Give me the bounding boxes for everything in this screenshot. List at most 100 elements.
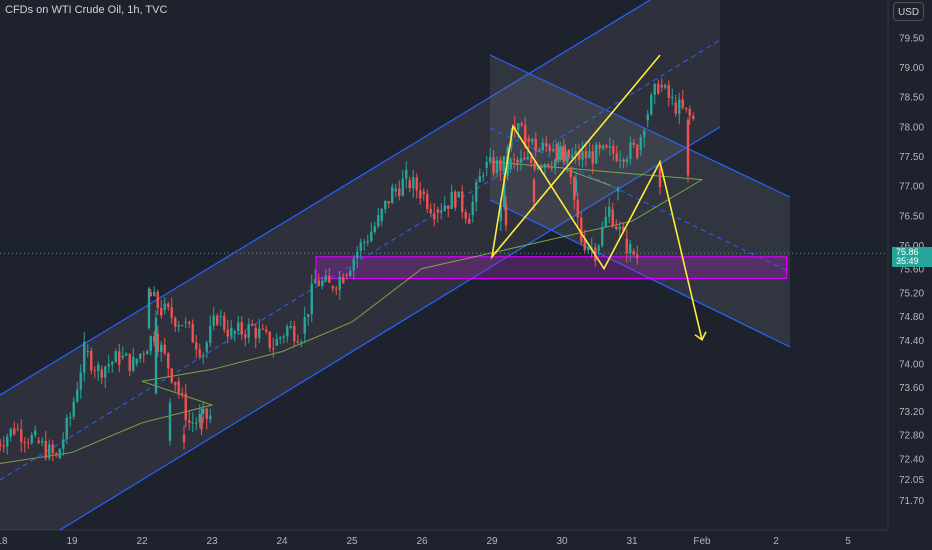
candle-body	[188, 321, 191, 324]
candle-body	[639, 137, 642, 151]
candle-body	[601, 226, 604, 246]
candle-body	[419, 190, 422, 199]
price-tick-label: 78.00	[899, 122, 924, 133]
candle-body	[352, 258, 355, 271]
candle-body	[625, 238, 628, 254]
candle-body	[692, 115, 695, 119]
candle-body	[366, 241, 369, 243]
candle-body	[408, 179, 411, 189]
price-tick-label: 72.80	[899, 431, 924, 442]
candle-body	[275, 338, 278, 346]
currency-button[interactable]: USD	[893, 2, 924, 21]
candle-body	[181, 325, 184, 327]
candle-body	[547, 164, 550, 168]
candle-body	[147, 288, 151, 328]
candle-body	[667, 84, 670, 98]
price-tick-label: 75.20	[899, 288, 924, 299]
candle-body	[200, 416, 203, 430]
candle-body	[433, 213, 436, 220]
candle-body	[560, 152, 564, 159]
candle-body	[370, 231, 373, 242]
candle-body	[300, 342, 303, 344]
candle-body	[79, 372, 82, 390]
candle-body	[401, 178, 404, 196]
candle-body	[512, 159, 516, 161]
candle-body	[154, 317, 158, 394]
candle-body	[205, 408, 208, 420]
candle-body	[321, 280, 324, 286]
candle-body	[605, 145, 608, 148]
support-zone[interactable]	[315, 256, 788, 280]
candle-body	[307, 314, 310, 317]
candle-body	[44, 440, 47, 459]
candle-body	[0, 443, 2, 446]
candle-body	[293, 326, 296, 342]
candle-body	[536, 166, 540, 170]
candle-body	[681, 99, 684, 108]
candle-body	[384, 201, 387, 210]
candle-body	[86, 350, 89, 352]
candle-body	[574, 151, 577, 155]
candle-body	[557, 152, 560, 160]
candle-body	[282, 336, 285, 338]
moving-average-line	[0, 161, 704, 465]
candle-body	[564, 149, 567, 159]
candle-body	[373, 226, 376, 232]
price-tick-label: 73.20	[899, 407, 924, 418]
time-tick-label: 31	[626, 536, 638, 547]
falling-channel-lower-line	[489, 199, 791, 348]
time-tick-label: 5	[845, 536, 851, 547]
candle-body	[20, 429, 23, 443]
candle-body	[104, 366, 107, 378]
candle-body	[678, 99, 681, 114]
time-tick-label: 26	[416, 536, 428, 547]
candle-body	[534, 138, 537, 152]
candle-body	[571, 154, 574, 159]
candle-body	[422, 191, 425, 195]
candle-body	[543, 164, 547, 168]
time-tick-label: 25	[346, 536, 358, 547]
candle-body	[223, 315, 226, 330]
candle-body	[553, 159, 557, 169]
candle-body	[69, 416, 72, 418]
price-tick-label: 79.50	[899, 33, 924, 44]
candle-body	[177, 325, 180, 327]
candle-body	[107, 364, 110, 367]
candle-body	[188, 420, 191, 423]
candle-body	[289, 326, 292, 328]
candle-body	[499, 160, 502, 172]
zigzag-arrowhead	[694, 331, 707, 341]
time-tick-label: 23	[206, 536, 218, 547]
candle-body	[195, 422, 198, 424]
candle-body	[629, 142, 632, 160]
candle-body	[503, 175, 506, 206]
candle-body	[219, 315, 222, 317]
time-tick-label: 19	[66, 536, 78, 547]
candle-body	[516, 160, 519, 163]
candle-body	[394, 188, 397, 192]
candle-body	[457, 191, 460, 198]
candle-body	[132, 356, 135, 371]
candle-body	[391, 186, 394, 204]
candle-body	[72, 401, 75, 417]
price-tick-label: 77.00	[899, 182, 924, 193]
rising-channel-upper-line	[0, 0, 651, 396]
candle-body	[454, 191, 457, 208]
candle-body	[686, 120, 690, 176]
candle-body	[674, 102, 677, 114]
candle-body	[471, 202, 474, 216]
candle-body	[440, 210, 443, 213]
price-tick-label: 74.80	[899, 312, 924, 323]
candle-body	[114, 351, 117, 363]
price-tick-label: 72.05	[899, 475, 924, 486]
candle-body	[569, 167, 572, 177]
candle-body	[142, 353, 145, 355]
candle-body	[279, 337, 282, 339]
candle-body	[149, 292, 152, 297]
candle-body	[34, 430, 37, 436]
price-tick-label: 76.00	[899, 241, 924, 252]
candle-body	[265, 329, 268, 332]
candle-body	[612, 146, 615, 154]
